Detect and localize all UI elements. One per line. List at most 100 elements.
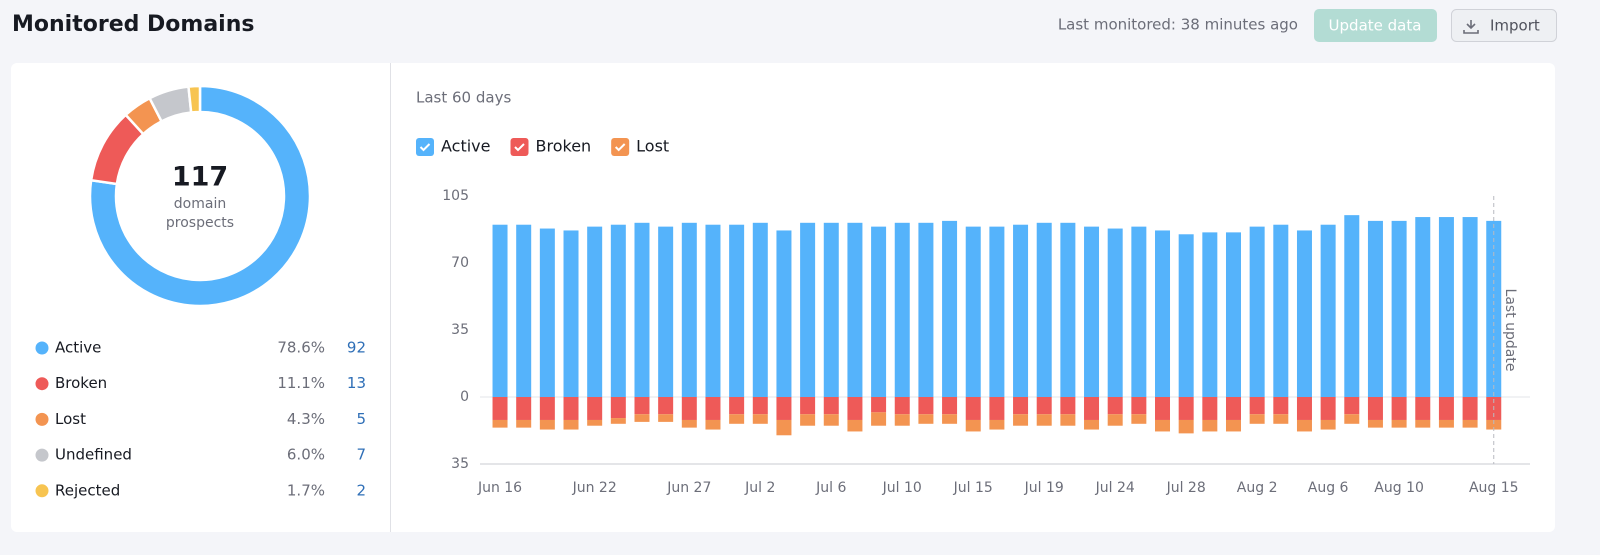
bar-segment xyxy=(1462,397,1478,420)
bar-segment xyxy=(1107,397,1123,415)
bar-segment xyxy=(918,414,934,424)
import-icon[interactable] xyxy=(1463,20,1479,34)
x-tick-label: Jul 2 xyxy=(744,480,775,496)
bar-segment xyxy=(1462,419,1478,428)
bar-segment xyxy=(1060,414,1076,426)
legend-label: Rejected xyxy=(55,481,120,499)
bar-segment xyxy=(587,226,603,397)
bar-segment xyxy=(610,224,626,397)
bar-segment xyxy=(1178,397,1194,420)
bar-segment xyxy=(1084,419,1100,430)
bar-segment xyxy=(1344,397,1360,415)
bar-segment xyxy=(847,397,863,420)
bar-segment xyxy=(1178,419,1194,434)
bar-segment xyxy=(1060,222,1076,397)
bar-segment xyxy=(776,419,792,436)
bar-segment xyxy=(776,230,792,397)
legend-count: 7 xyxy=(356,446,366,464)
bar-segment xyxy=(1391,397,1407,420)
bar-segment xyxy=(539,419,555,430)
bar-segment xyxy=(1438,217,1454,397)
bar-segment xyxy=(1084,397,1100,420)
bar-segment xyxy=(871,412,887,426)
bar-segment xyxy=(681,222,697,397)
x-tick-label: Jul 10 xyxy=(882,480,922,496)
legend-percent: 1.7% xyxy=(287,481,325,499)
bar-segment xyxy=(1415,397,1431,420)
bar-segment xyxy=(918,222,934,397)
bar-segment xyxy=(1036,397,1052,415)
legend-percent: 6.0% xyxy=(287,446,325,464)
bar-segment xyxy=(1296,397,1312,420)
legend-label: Broken xyxy=(55,374,107,392)
update-button-label[interactable]: Update data xyxy=(1329,17,1422,35)
bar-segment xyxy=(918,397,934,415)
bar-segment xyxy=(1320,224,1336,397)
legend-check xyxy=(419,143,431,152)
x-tick-label: Jul 24 xyxy=(1095,480,1135,496)
legend-label: Undefined xyxy=(55,446,132,464)
x-tick-label: Jul 15 xyxy=(953,480,993,496)
bar-segment xyxy=(800,397,816,415)
donut-segment xyxy=(88,84,312,308)
bar-segment xyxy=(989,419,1005,430)
bar-segment xyxy=(1013,414,1029,426)
bar-segment xyxy=(1320,419,1336,430)
bar-segment xyxy=(563,419,579,430)
bar-segment xyxy=(1131,414,1147,424)
bar-segment xyxy=(658,414,674,422)
x-tick-label: Aug 2 xyxy=(1237,480,1278,496)
bar-segment xyxy=(800,222,816,397)
bar-segment xyxy=(1391,220,1407,397)
bar-segment xyxy=(681,419,697,428)
bar-segment xyxy=(1013,224,1029,397)
bar-segment xyxy=(1438,419,1454,428)
bar-segment xyxy=(658,397,674,415)
bar-segment xyxy=(1344,215,1360,397)
bar-segment xyxy=(1036,414,1052,426)
import-button-label[interactable]: Import xyxy=(1490,17,1540,35)
bar-segment xyxy=(516,224,532,397)
bar-segment xyxy=(1107,228,1123,397)
bar-segment xyxy=(634,414,650,422)
bar-segment xyxy=(516,397,532,420)
bar-segment xyxy=(1202,232,1218,397)
bar-segment xyxy=(587,419,603,426)
bar-segment xyxy=(1462,217,1478,397)
y-tick-label: 0 xyxy=(460,389,469,405)
x-tick-label: Aug 6 xyxy=(1308,480,1349,496)
legend-checkbox xyxy=(510,138,529,156)
bar-segment xyxy=(492,419,508,428)
bar-segment xyxy=(965,397,981,420)
bar-segment xyxy=(563,230,579,397)
y-tick-label: 105 xyxy=(442,188,469,204)
bar-segment xyxy=(610,397,626,419)
y-tick-label: 35 xyxy=(451,456,469,472)
bar-segment xyxy=(989,397,1005,420)
bar-segment xyxy=(1296,419,1312,432)
subtitle: Last 60 days xyxy=(416,89,511,107)
bar-segment xyxy=(1131,397,1147,415)
bar-segment xyxy=(563,397,579,420)
donut-segment xyxy=(187,84,202,114)
bar-segment xyxy=(847,419,863,432)
bar-segment xyxy=(587,397,603,420)
bar-segment xyxy=(1225,397,1241,420)
bar-segment xyxy=(752,414,768,424)
legend-percent: 78.6% xyxy=(277,339,325,357)
annotation: Last update xyxy=(1502,289,1518,372)
bar-segment xyxy=(871,397,887,413)
center-label: domain xyxy=(174,196,226,212)
bar-segment xyxy=(705,224,721,397)
bar-segment xyxy=(1249,414,1265,424)
bar-segment xyxy=(1344,414,1360,424)
bar-segment xyxy=(705,419,721,430)
update-button[interactable] xyxy=(1314,9,1437,42)
bar-segment xyxy=(1225,419,1241,432)
bar-segment xyxy=(942,414,958,424)
bar-segment xyxy=(516,419,532,428)
x-tick-label: Jun 27 xyxy=(666,480,711,496)
bar-segment xyxy=(989,226,1005,397)
x-tick-label: Jul 6 xyxy=(815,480,846,496)
